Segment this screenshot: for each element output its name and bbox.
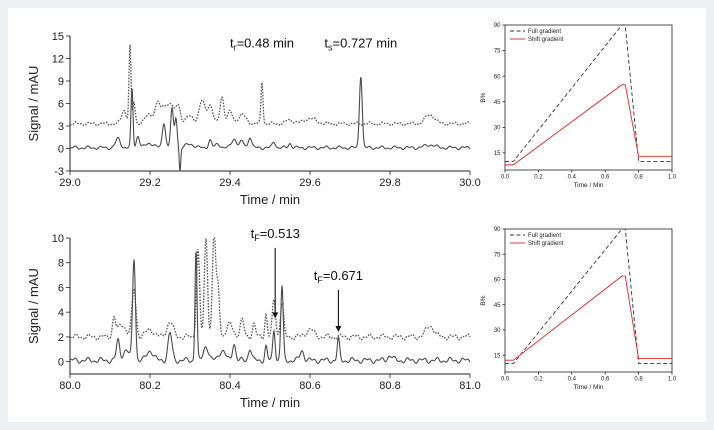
x-tick-label: 0.2: [534, 175, 543, 181]
annotation-rest: =0.671: [323, 268, 363, 283]
x-tick-label: 29.4: [219, 177, 240, 189]
x-tick-label: 80.2: [139, 380, 160, 392]
annotation-subscript: F: [317, 275, 323, 285]
annotation-main: t: [230, 35, 234, 50]
annotation-rest: =0.48 min: [237, 35, 294, 50]
y-tick-label: 15: [494, 353, 501, 359]
y-tick-label: 0: [58, 143, 64, 155]
x-tick-label: 80.0: [59, 380, 80, 392]
x-tick-label: 0.4: [568, 377, 577, 383]
series-line-solid: [69, 77, 471, 172]
y-axis-label: Signal / mAU: [26, 66, 41, 142]
annotation-subscript: r: [234, 42, 237, 52]
x-tick-label: 29.0: [59, 177, 80, 189]
x-tick-label: 0.8: [634, 377, 643, 383]
annotation-main: t: [314, 268, 318, 283]
x-tick-label: 80.4: [219, 380, 240, 392]
legend-label: Full gradient: [528, 233, 561, 239]
peak-annotation: tF=0.513: [251, 226, 300, 243]
legend-label: Full gradient: [528, 29, 561, 35]
y-tick-label: 90: [494, 23, 501, 29]
y-tick-label: 4: [58, 307, 64, 319]
figure: 29.0 29.2 29.4 29.6 29.8 30.0 -3 0 3 6 9 12 15 Time /…: [8, 8, 706, 422]
y-tick-label: 45: [494, 303, 501, 309]
x-tick-label: 29.8: [379, 177, 400, 189]
series-line-solid: [69, 250, 471, 365]
annotation-rest: =0.513: [260, 226, 300, 241]
y-tick-label: 12: [52, 53, 64, 65]
series-line-dotted: [69, 237, 471, 341]
peak-annotation: tF=0.671: [314, 268, 363, 285]
annotation-rest: =0.727 min: [333, 35, 398, 50]
annotation-subscript: s: [328, 42, 333, 52]
x-tick-label: 80.6: [299, 380, 320, 392]
y-tick-label: 30: [494, 126, 501, 132]
x-tick-label: 30.0: [459, 177, 480, 189]
y-tick-label: -3: [54, 166, 64, 178]
series-line-dotted: [69, 44, 471, 127]
legend-label: Shift gradient: [528, 37, 564, 43]
chart-3: 0.0 0.2 0.4 0.6 0.8 1.0 15 30 45 60 75 90 Time / Min…: [480, 227, 677, 391]
y-tick-label: 30: [494, 328, 501, 334]
y-tick-label: 10: [52, 233, 64, 245]
peak-annotation: tr=0.48 min: [230, 35, 294, 52]
y-tick-label: 6: [58, 282, 64, 294]
x-tick-label: 0.4: [568, 175, 577, 181]
x-tick-label: 0.8: [634, 175, 643, 181]
annotation-subscript: F: [254, 233, 260, 243]
plot-frame: [504, 228, 673, 373]
gradient-line-1: [505, 275, 672, 361]
x-axis-label: Time / min: [240, 192, 300, 207]
y-axis-label: Signal / mAU: [26, 268, 41, 344]
x-axis-label: Time / Min: [573, 384, 603, 391]
y-tick-label: 9: [58, 76, 64, 88]
y-tick-label: 0: [58, 357, 64, 369]
x-tick-label: 0.6: [601, 175, 610, 181]
x-axis-label: Time / min: [240, 395, 300, 410]
y-tick-label: 60: [494, 278, 501, 284]
x-axis-label: Time / Min: [573, 182, 603, 189]
figure-canvas: 29.0 29.2 29.4 29.6 29.8 30.0 -3 0 3 6 9 12 15 Time /…: [26, 23, 677, 410]
annotation-arrow-head: [272, 312, 279, 319]
y-tick-label: 90: [494, 227, 501, 233]
x-tick-label: 80.8: [379, 380, 400, 392]
x-tick-label: 0.6: [601, 377, 610, 383]
gradient-line-1: [505, 84, 672, 166]
y-tick-label: 45: [494, 100, 501, 106]
y-tick-label: 15: [494, 151, 501, 157]
y-tick-label: 75: [494, 49, 501, 55]
chart-2: 80.0 80.2 80.4 80.6 80.8 81.0 0 2 4 6 8 10 Time / mi…: [26, 226, 481, 410]
gradient-line-0: [505, 24, 672, 162]
x-tick-label: 81.0: [459, 380, 480, 392]
peak-annotation: ts=0.727 min: [324, 35, 397, 52]
y-tick-label: 75: [494, 252, 501, 258]
x-tick-label: 29.6: [299, 177, 320, 189]
x-tick-label: 1.0: [668, 377, 677, 383]
gradient-line-0: [505, 228, 672, 365]
annotation-main: t: [324, 35, 328, 50]
annotation-arrow-head: [335, 325, 342, 332]
x-tick-label: 0.0: [501, 377, 510, 383]
y-tick-label: 6: [58, 98, 64, 110]
x-tick-label: 29.2: [139, 177, 160, 189]
x-tick-label: 1.0: [668, 175, 677, 181]
y-tick-label: 3: [58, 121, 64, 133]
legend-label: Shift gradient: [528, 241, 564, 247]
y-tick-label: 8: [58, 258, 64, 270]
y-axis-label: B%: [480, 295, 487, 305]
x-tick-label: 0.2: [534, 377, 543, 383]
y-tick-label: 60: [494, 74, 501, 80]
y-axis-label: B%: [480, 92, 487, 102]
y-tick-label: 15: [52, 31, 64, 43]
y-tick-label: 2: [58, 332, 64, 344]
x-tick-label: 0.0: [501, 175, 510, 181]
annotation-main: t: [251, 226, 255, 241]
chart-0: 29.0 29.2 29.4 29.6 29.8 30.0 -3 0 3 6 9 12 15 Time /…: [26, 31, 481, 207]
chart-1: 0.0 0.2 0.4 0.6 0.8 1.0 15 30 45 60 75 90 Time / Min…: [480, 23, 677, 189]
plot-frame: [504, 24, 673, 171]
